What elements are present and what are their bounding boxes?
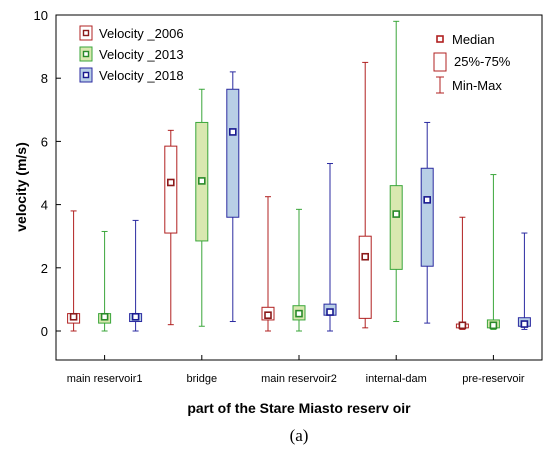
stat-legend: Median 25%-75% Min-Max — [433, 32, 511, 94]
legend-median-label: Median — [452, 32, 495, 47]
box-2-3 — [420, 121, 434, 324]
box-2-1 — [226, 71, 240, 323]
median-marker — [458, 321, 467, 330]
median-marker — [361, 252, 370, 261]
box-0-1 — [164, 129, 178, 326]
box-1-1 — [195, 88, 209, 327]
iqr-box — [226, 88, 240, 218]
x-tick-label: main reservoir2 — [261, 373, 337, 385]
x-tick-label: internal-dam — [366, 373, 427, 385]
panel-label: (a) — [290, 426, 309, 445]
x-tick-label: main reservoir1 — [67, 373, 143, 385]
legend-label: Velocity _2018 — [99, 68, 184, 83]
median-marker — [520, 320, 529, 328]
series-legend: Velocity _2006 Velocity _2013 Velocity _20… — [79, 25, 184, 83]
median-marker — [198, 177, 206, 185]
y-tick-label: 6 — [41, 134, 48, 149]
box-2-0 — [129, 219, 143, 332]
box-0-3 — [358, 61, 372, 329]
median-marker — [423, 196, 432, 204]
median-marker — [167, 178, 175, 187]
y-axis-title: velocity (m/s) — [13, 142, 29, 231]
box-0-2 — [261, 196, 275, 332]
median-marker — [489, 321, 498, 330]
legend-swatch-marker — [82, 29, 90, 37]
box-0-0 — [67, 210, 81, 332]
x-tick-label: bridge — [187, 373, 218, 385]
iqr-box — [420, 167, 434, 267]
legend-median-marker — [436, 35, 444, 43]
median-marker — [131, 312, 140, 321]
box-1-3 — [389, 20, 403, 323]
box-1-4 — [486, 174, 500, 330]
y-tick-label: 4 — [41, 198, 48, 213]
box-1-2 — [292, 208, 306, 332]
x-axis-title: part of the Stare Miasto reserv oir — [187, 400, 411, 416]
box-2-2 — [323, 163, 337, 332]
boxes-layer — [67, 20, 531, 332]
median-marker — [326, 308, 334, 316]
box-2-4 — [517, 232, 531, 330]
legend-label: Velocity _2006 — [99, 26, 184, 41]
median-marker — [392, 210, 401, 218]
iqr-box — [389, 185, 403, 270]
y-tick-label: 8 — [41, 71, 48, 86]
x-axis: main reservoir1 bridge main reservoir2 inte… — [67, 355, 525, 385]
iqr-box — [164, 145, 178, 234]
median-marker — [100, 312, 109, 321]
legend-label: Velocity _2013 — [99, 47, 184, 62]
median-marker — [69, 312, 78, 321]
y-tick-label: 2 — [41, 261, 48, 276]
y-tick-label: 10 — [34, 8, 48, 23]
legend-whisker-label: Min-Max — [452, 78, 502, 93]
x-tick-label: pre-reservoir — [462, 373, 525, 385]
y-tick-label: 0 — [41, 324, 48, 339]
median-marker — [295, 309, 303, 318]
legend-box-marker — [433, 52, 447, 72]
legend-swatch-marker — [82, 50, 90, 58]
y-axis: 0 2 4 6 8 10 — [34, 8, 61, 339]
legend-box-label: 25%-75% — [454, 54, 511, 69]
median-marker — [264, 311, 272, 320]
iqr-box — [358, 235, 372, 319]
box-1-0 — [98, 230, 112, 332]
box-0-4 — [455, 216, 469, 330]
median-marker — [229, 128, 237, 136]
legend-swatch-marker — [82, 71, 90, 79]
